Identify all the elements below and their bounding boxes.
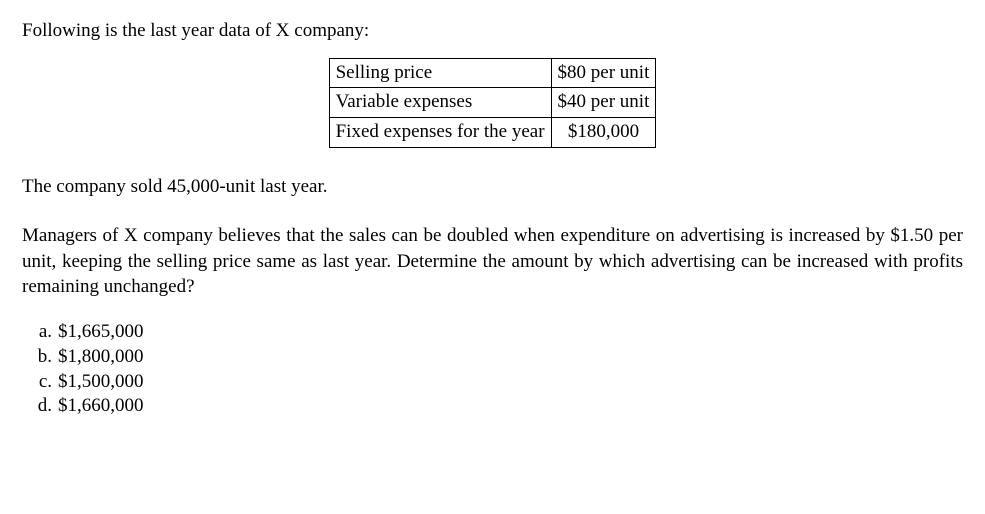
data-table: Selling price $80 per unit Variable expe… (329, 58, 657, 148)
option-letter: a. (28, 320, 52, 345)
units-sold-text: The company sold 45,000-unit last year. (22, 174, 963, 200)
option-b: b. $1,800,000 (58, 345, 963, 370)
table-row: Fixed expenses for the year $180,000 (329, 117, 656, 147)
table-row: Selling price $80 per unit (329, 58, 656, 88)
option-d: d. $1,660,000 (58, 394, 963, 419)
option-text: $1,500,000 (58, 371, 144, 392)
option-c: c. $1,500,000 (58, 370, 963, 395)
intro-text: Following is the last year data of X com… (22, 18, 963, 44)
cell-label: Fixed expenses for the year (329, 117, 551, 147)
option-text: $1,800,000 (58, 346, 144, 367)
cell-label: Variable expenses (329, 88, 551, 118)
option-a: a. $1,665,000 (58, 320, 963, 345)
cell-value: $180,000 (551, 117, 656, 147)
option-text: $1,660,000 (58, 395, 144, 416)
option-letter: b. (28, 345, 52, 370)
option-letter: d. (28, 394, 52, 419)
option-text: $1,665,000 (58, 321, 144, 342)
data-table-container: Selling price $80 per unit Variable expe… (22, 58, 963, 148)
answer-options: a. $1,665,000 b. $1,800,000 c. $1,500,00… (22, 320, 963, 419)
cell-value: $40 per unit (551, 88, 656, 118)
question-prompt: Managers of X company believes that the … (22, 223, 963, 300)
option-letter: c. (28, 370, 52, 395)
table-row: Variable expenses $40 per unit (329, 88, 656, 118)
cell-value: $80 per unit (551, 58, 656, 88)
cell-label: Selling price (329, 58, 551, 88)
